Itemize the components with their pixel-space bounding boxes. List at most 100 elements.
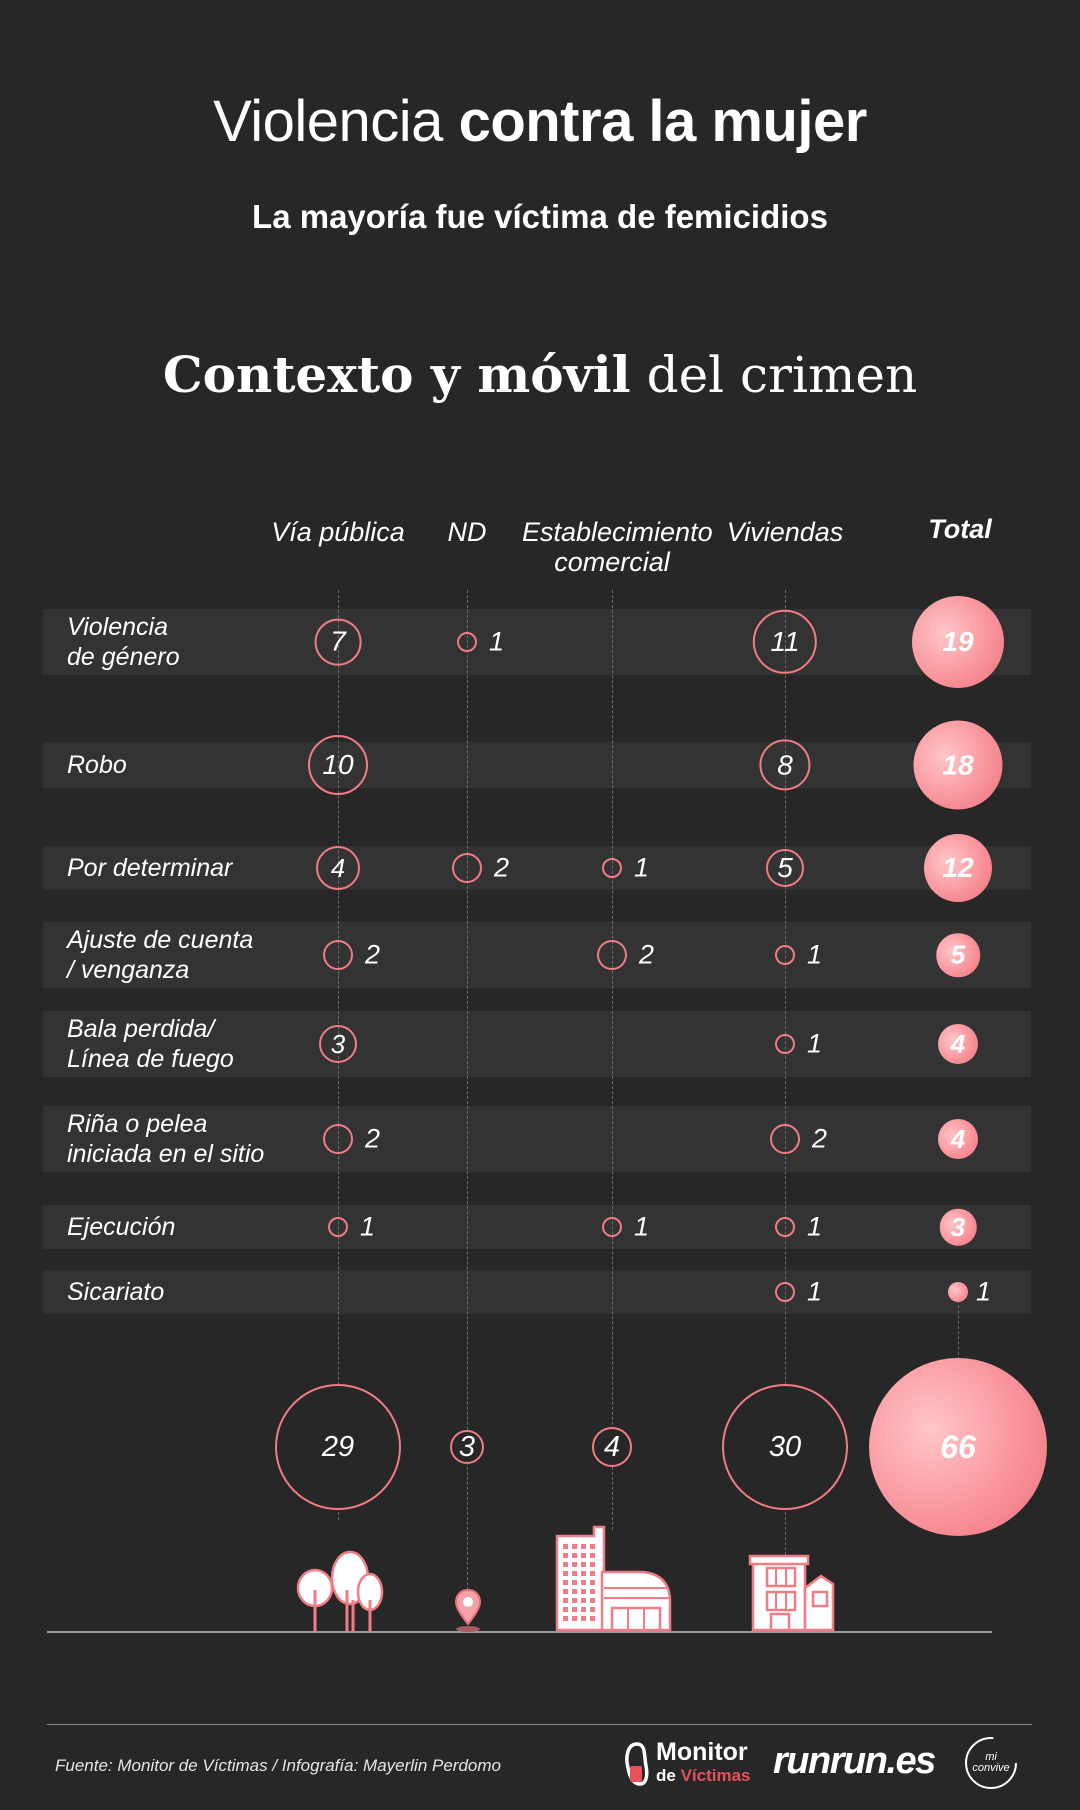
building-window — [581, 1571, 586, 1576]
value-bubble — [770, 1124, 800, 1154]
building-window — [563, 1553, 568, 1558]
value-bubble: 3 — [319, 1025, 357, 1063]
row-band — [43, 742, 1031, 788]
total-bubble — [948, 1282, 968, 1302]
building-window — [581, 1607, 586, 1612]
value-bubble — [452, 853, 482, 883]
value-bubble: 7 — [314, 618, 362, 666]
building-window — [581, 1598, 586, 1603]
building-window — [572, 1616, 577, 1621]
value-label: 1 — [634, 852, 650, 883]
value-bubble — [775, 1282, 795, 1302]
section-title: Contexto y móvil del crimen — [162, 345, 918, 404]
building-window — [581, 1562, 586, 1567]
footprint-icon — [625, 1742, 649, 1786]
column-guide-line — [958, 1300, 959, 1360]
column-total-bubble: 3 — [450, 1430, 484, 1464]
value-bubble: 11 — [752, 609, 818, 675]
column-guide-line — [467, 590, 468, 1590]
building-window — [590, 1607, 595, 1612]
building-window — [563, 1616, 568, 1621]
building-window — [572, 1553, 577, 1558]
source-credit: Fuente: Monitor de Víctimas / Infografía… — [55, 1756, 501, 1775]
row-label: Por determinar — [67, 854, 233, 882]
value-label: 1 — [807, 1211, 823, 1242]
row-band — [43, 1011, 1031, 1077]
value-bubble — [328, 1217, 348, 1237]
value-bubble — [323, 940, 353, 970]
value-bubble: 10 — [308, 735, 368, 795]
column-guide-line — [785, 590, 786, 1560]
mi-convive-logo: mi convive — [962, 1734, 1020, 1792]
total-bubble: 19 — [912, 596, 1004, 688]
column-guide-line — [612, 590, 613, 1530]
total-bubble: 12 — [924, 834, 992, 902]
trees-icon — [296, 1550, 384, 1632]
building-window — [581, 1544, 586, 1549]
row-band — [43, 1205, 1031, 1249]
total-bubble: 4 — [938, 1024, 978, 1064]
value-label: 2 — [812, 1123, 828, 1154]
grand-total-bubble: 66 — [869, 1358, 1047, 1536]
row-band — [43, 1270, 1031, 1314]
runrunes-logo: runrun.es — [773, 1740, 936, 1782]
building-window — [581, 1616, 586, 1621]
value-bubble — [602, 858, 622, 878]
total-bubble: 3 — [939, 1208, 977, 1246]
building-window — [563, 1598, 568, 1603]
value-bubble: 5 — [766, 849, 804, 887]
commercial-building-icon — [555, 1525, 672, 1632]
building-window — [590, 1562, 595, 1567]
total-bubble: 5 — [936, 933, 980, 977]
building-window — [572, 1580, 577, 1585]
value-label: 1 — [489, 626, 505, 657]
building-window — [590, 1553, 595, 1558]
value-label: 2 — [494, 852, 510, 883]
building-window — [581, 1589, 586, 1594]
building-window — [590, 1571, 595, 1576]
building-window — [572, 1562, 577, 1567]
building-window — [590, 1589, 595, 1594]
row-label: Bala perdida/Línea de fuego — [67, 1015, 234, 1073]
building-window — [581, 1580, 586, 1585]
row-label: Ejecución — [67, 1213, 176, 1241]
column-header: Total — [928, 514, 992, 544]
footer-divider — [47, 1724, 1032, 1725]
total-bubble: 4 — [938, 1119, 978, 1159]
column-header: Viviendas — [726, 517, 844, 547]
building-window — [572, 1589, 577, 1594]
value-bubble — [775, 1217, 795, 1237]
building-window — [572, 1571, 577, 1576]
row-band — [43, 609, 1031, 675]
value-bubble — [602, 1217, 622, 1237]
building-window — [563, 1544, 568, 1549]
value-bubble — [597, 940, 627, 970]
row-band — [43, 922, 1031, 988]
column-header: ND — [447, 517, 487, 547]
building-window — [590, 1616, 595, 1621]
row-band — [43, 1106, 1031, 1172]
building-window — [572, 1598, 577, 1603]
page-title: Violencia contra la mujer — [213, 89, 867, 154]
building-window — [563, 1580, 568, 1585]
row-label: Robo — [67, 751, 127, 779]
building-window — [563, 1589, 568, 1594]
building-window — [581, 1553, 586, 1558]
value-label: 1 — [807, 1276, 823, 1307]
total-bubble: 18 — [913, 720, 1003, 810]
value-bubble: 8 — [759, 739, 811, 791]
value-bubble — [775, 1034, 795, 1054]
building-window — [563, 1571, 568, 1576]
value-label: 2 — [639, 939, 655, 970]
building-window — [563, 1562, 568, 1567]
value-label: 1 — [807, 939, 823, 970]
page-subtitle: La mayoría fue víctima de femicidios — [252, 198, 828, 235]
building-window — [572, 1544, 577, 1549]
column-total-bubble: 4 — [592, 1427, 632, 1467]
value-label: 2 — [365, 1123, 381, 1154]
value-label: 1 — [807, 1028, 823, 1059]
chart-baseline — [47, 1631, 992, 1633]
column-total-bubble: 30 — [722, 1384, 848, 1510]
value-bubble — [457, 632, 477, 652]
row-band — [43, 846, 1031, 890]
